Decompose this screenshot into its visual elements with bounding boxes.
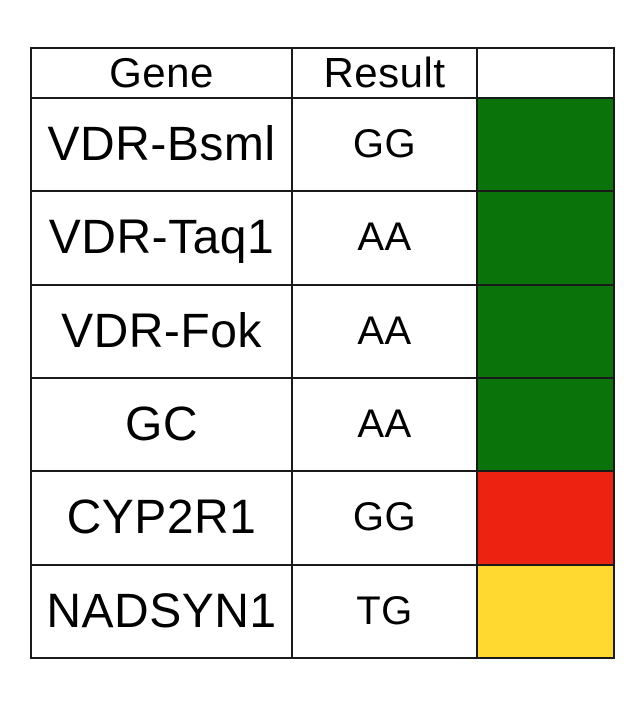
- table-row: VDR-Bsml GG: [30, 96, 615, 193]
- genotype-table: Gene Result VDR-Bsml GG VDR-Taq1 AA VDR-…: [30, 47, 615, 660]
- gene-cell: VDR-Fok: [30, 283, 293, 379]
- header-row: Gene Result: [30, 47, 615, 99]
- table-row: NADSYN1 TG: [30, 563, 615, 660]
- status-swatch: [476, 283, 615, 379]
- table-row: VDR-Taq1 AA: [30, 190, 615, 286]
- status-swatch: [476, 190, 615, 286]
- gene-cell: CYP2R1: [30, 470, 293, 566]
- gene-cell: NADSYN1: [30, 563, 293, 660]
- result-cell: GG: [291, 470, 478, 566]
- table-row: GC AA: [30, 376, 615, 473]
- result-cell: AA: [291, 283, 478, 379]
- column-header-result: Result: [291, 47, 478, 99]
- gene-cell: VDR-Taq1: [30, 190, 293, 286]
- status-swatch: [476, 470, 615, 566]
- result-cell: AA: [291, 376, 478, 473]
- result-cell: GG: [291, 96, 478, 193]
- table-row: CYP2R1 GG: [30, 470, 615, 566]
- result-cell: AA: [291, 190, 478, 286]
- result-cell: TG: [291, 563, 478, 660]
- column-header-status: [476, 47, 615, 99]
- column-header-gene: Gene: [30, 47, 293, 99]
- gene-cell: GC: [30, 376, 293, 473]
- status-swatch: [476, 563, 615, 660]
- table-row: VDR-Fok AA: [30, 283, 615, 379]
- genotype-table-container: Gene Result VDR-Bsml GG VDR-Taq1 AA VDR-…: [30, 47, 615, 660]
- status-swatch: [476, 376, 615, 473]
- gene-cell: VDR-Bsml: [30, 96, 293, 193]
- status-swatch: [476, 96, 615, 193]
